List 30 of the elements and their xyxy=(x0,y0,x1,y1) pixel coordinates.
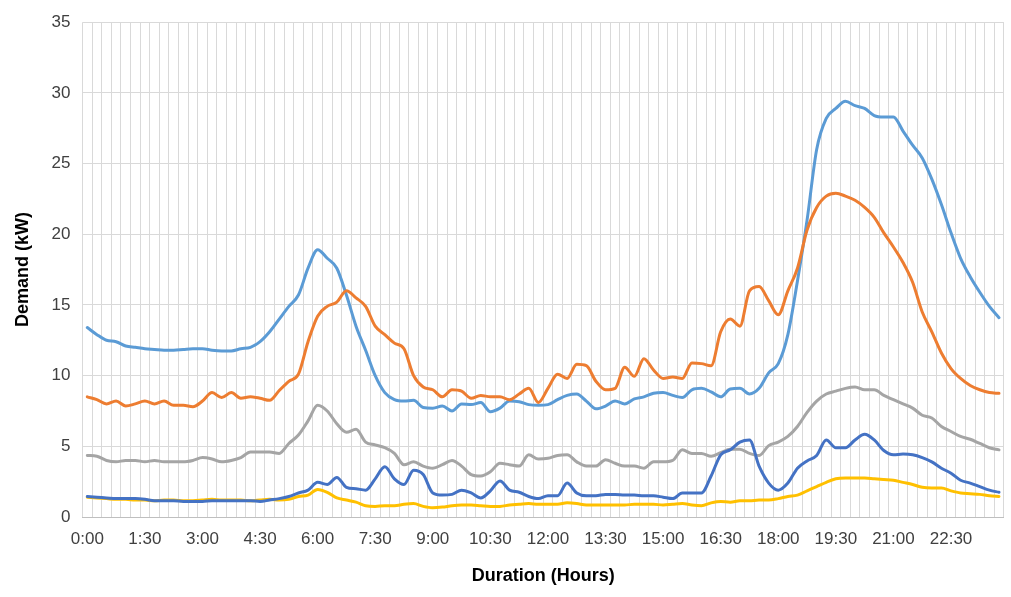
x-tick-label: 6:00 xyxy=(301,528,335,548)
line-series xyxy=(85,432,1001,503)
x-tick-label: 9:00 xyxy=(416,528,450,548)
x-axis-title: Duration (Hours) xyxy=(471,565,615,586)
x-tick-label: 12:00 xyxy=(526,528,570,548)
x-tick-label: 3:00 xyxy=(185,528,220,548)
y-tick-label: 10 xyxy=(51,365,71,385)
x-tick-label: 1:30 xyxy=(128,528,162,548)
y-axis-title: Demand (kW) xyxy=(11,212,32,328)
x-tick-label: 7:30 xyxy=(358,528,392,548)
x-tick-label: 16:30 xyxy=(699,528,742,548)
x-tick-label: 21:00 xyxy=(872,528,915,548)
x-tick-label: 15:00 xyxy=(641,528,685,548)
line-series xyxy=(85,385,1001,478)
x-tick-label: 0:00 xyxy=(70,528,104,548)
x-tick-label: 10:30 xyxy=(469,528,512,548)
x-tick-label: 18:00 xyxy=(757,528,800,548)
x-tick-label: 4:30 xyxy=(243,528,277,548)
line-series xyxy=(85,191,1001,409)
y-tick-label: 15 xyxy=(51,294,71,314)
x-tick-label: 19:30 xyxy=(814,528,858,548)
y-tick-label: 0 xyxy=(61,506,71,526)
y-tick-label: 20 xyxy=(51,223,71,243)
y-tick-label: 25 xyxy=(51,153,71,173)
y-tick-label: 5 xyxy=(61,436,71,455)
y-tick-label: 30 xyxy=(51,82,71,102)
line-series xyxy=(85,99,1001,414)
x-tick-label: 22:30 xyxy=(929,528,973,548)
y-tick-label: 35 xyxy=(51,11,71,31)
x-tick-label: 13:30 xyxy=(584,528,627,548)
